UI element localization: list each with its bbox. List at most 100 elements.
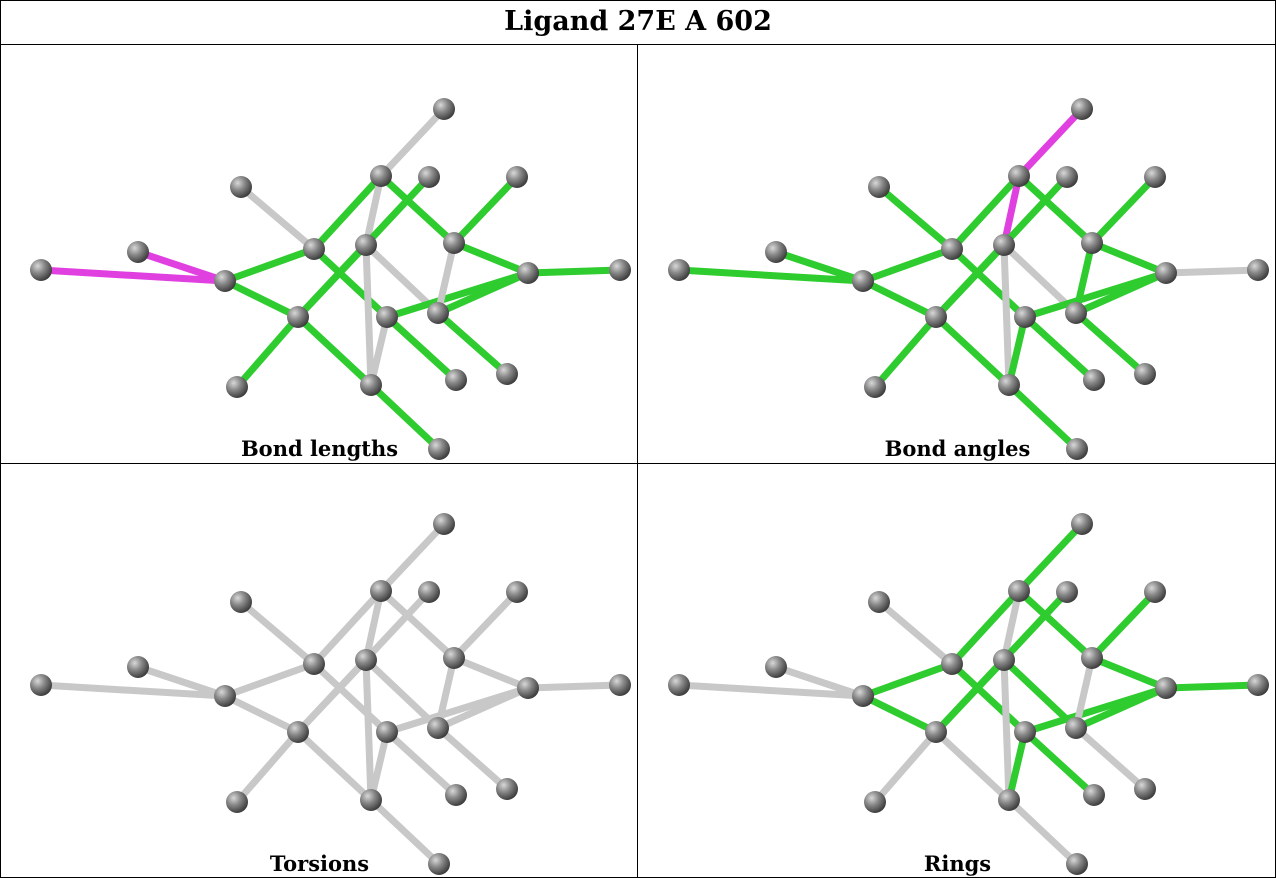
bond-13	[871, 728, 940, 806]
bond-21	[434, 309, 511, 378]
bond-21	[434, 724, 511, 793]
atom-19	[517, 677, 539, 699]
caption-bond-angles: Bond angles	[884, 436, 1031, 461]
bond-25	[524, 266, 624, 277]
atom-1	[127, 241, 149, 263]
bond-20	[1072, 239, 1096, 317]
atom-14	[1081, 232, 1103, 254]
atom-15	[445, 369, 467, 391]
atom-3	[230, 591, 252, 613]
bond-5	[310, 172, 385, 253]
atom-14	[1081, 647, 1103, 669]
molecule-torsions	[30, 513, 631, 875]
bond-4	[875, 183, 956, 253]
atom-16	[1066, 438, 1088, 460]
bond-7	[362, 172, 385, 249]
rule-middle	[0, 463, 1276, 464]
bond-16	[367, 381, 443, 453]
bond-0	[37, 681, 229, 700]
bond-5	[310, 587, 385, 668]
bond-18	[383, 313, 460, 384]
atom-2	[214, 685, 236, 707]
atom-0	[30, 259, 52, 281]
bond-0	[675, 681, 867, 700]
bond-6	[310, 245, 391, 321]
panel-rings: Rings	[639, 460, 1276, 878]
atom-1	[765, 656, 787, 678]
atom-17	[1134, 778, 1156, 800]
bond-8	[1015, 520, 1086, 595]
bond-22	[434, 269, 532, 317]
atom-18	[1144, 581, 1166, 603]
atom-14	[443, 232, 465, 254]
bond-3	[859, 277, 940, 321]
bond-17	[367, 728, 391, 804]
molecule-rings	[668, 513, 1269, 875]
bond-23	[1088, 173, 1159, 247]
bond-25	[1162, 266, 1262, 277]
atom-12	[1071, 513, 1093, 535]
bond-2	[221, 245, 318, 285]
bond-18	[383, 728, 460, 799]
atom-0	[668, 259, 690, 281]
molecule-bond-angles	[668, 98, 1269, 460]
atom-12	[1071, 98, 1093, 120]
atom-2	[214, 270, 236, 292]
bond-20	[1072, 654, 1096, 732]
atom-6	[303, 238, 325, 260]
atom-15	[445, 784, 467, 806]
atom-6	[941, 653, 963, 675]
bond-5	[948, 172, 1023, 253]
atom-15	[1083, 369, 1105, 391]
atom-15	[1083, 784, 1105, 806]
atom-4	[864, 791, 886, 813]
bond-15	[932, 313, 1013, 389]
atom-2	[852, 685, 874, 707]
rule-title	[0, 44, 1276, 45]
atom-9	[360, 789, 382, 811]
bond-13	[871, 313, 940, 391]
atom-14	[443, 647, 465, 669]
bond-3	[221, 277, 302, 321]
bond-9	[377, 587, 458, 662]
bond-9	[377, 172, 458, 247]
bond-21	[1072, 309, 1149, 378]
bond-0	[675, 266, 867, 285]
bond-21	[1072, 724, 1149, 793]
bond-3	[221, 692, 302, 736]
atom-5	[925, 721, 947, 743]
bond-1	[772, 248, 867, 285]
atom-16	[428, 438, 450, 460]
bond-7	[1000, 587, 1023, 664]
atom-19	[1155, 677, 1177, 699]
atom-12	[433, 513, 455, 535]
bond-11	[1000, 241, 1013, 389]
atom-3	[868, 176, 890, 198]
bond-17	[1005, 728, 1029, 804]
atom-1	[765, 241, 787, 263]
atom-11	[418, 581, 440, 603]
bond-1	[134, 248, 229, 285]
bond-9	[1015, 587, 1096, 662]
atom-8	[993, 649, 1015, 671]
atom-7	[370, 580, 392, 602]
atom-5	[287, 306, 309, 328]
bond-25	[1162, 681, 1262, 692]
atom-10	[1014, 721, 1036, 743]
bond-24	[450, 654, 532, 692]
bond-22	[1072, 269, 1170, 317]
bond-22	[1072, 684, 1170, 732]
bond-4	[875, 598, 956, 668]
bond-23	[450, 588, 521, 662]
atom-4	[864, 376, 886, 398]
atom-12	[433, 98, 455, 120]
bond-20	[434, 654, 458, 732]
atom-7	[1008, 580, 1030, 602]
atom-9	[360, 374, 382, 396]
caption-bond-lengths: Bond lengths	[240, 436, 399, 461]
atom-1	[127, 656, 149, 678]
atom-7	[370, 165, 392, 187]
atom-6	[941, 238, 963, 260]
atom-8	[355, 234, 377, 256]
